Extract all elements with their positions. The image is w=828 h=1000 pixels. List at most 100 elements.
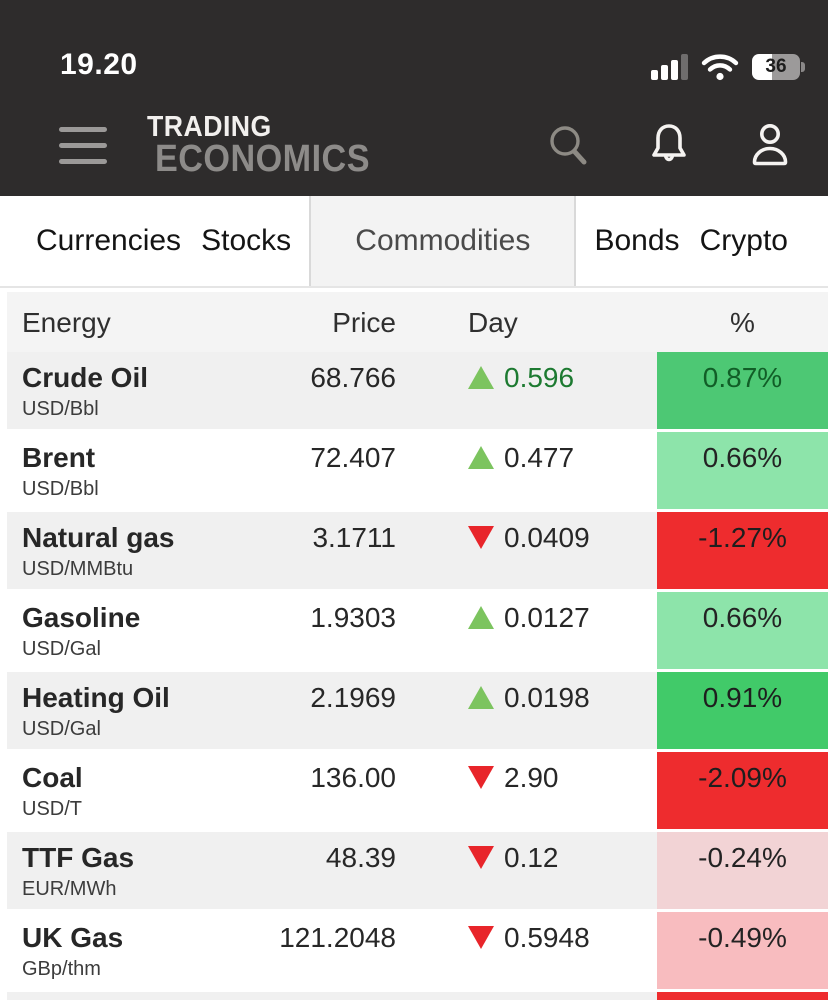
tab-currencies[interactable]: Currencies <box>36 224 182 257</box>
commodity-name-cell: UK Gas GBp/thm <box>7 912 252 989</box>
triangle-down-icon <box>468 926 494 949</box>
commodity-row[interactable]: TTF Gas EUR/MWh 48.39 0.12 -0.24% <box>7 832 828 909</box>
column-header-category[interactable]: Energy <box>22 307 111 338</box>
day-change-cell: 0.12 <box>412 832 657 909</box>
commodity-unit: GBp/thm <box>22 958 101 980</box>
brand-line2: ECONOMICS <box>155 137 370 180</box>
day-change-cell: 0.0127 <box>412 592 657 669</box>
price-cell: 121.2048 <box>279 922 396 953</box>
commodities-table: Energy Price Day % Crude Oil USD/Bbl 68.76… <box>7 288 828 1000</box>
price-cell: 72.407 <box>310 442 396 473</box>
tab-bonds[interactable]: Bonds <box>594 224 680 257</box>
commodity-unit: USD/Bbl <box>22 398 99 420</box>
table-header-row: Energy Price Day % <box>7 292 828 352</box>
day-change-cell: 2.90 <box>412 752 657 829</box>
clock-time: 19.20 <box>60 48 138 81</box>
status-bar: 19.20 36 <box>0 0 828 100</box>
commodity-row[interactable]: Brent USD/Bbl 72.407 0.477 0.66% <box>7 432 828 509</box>
column-header-day[interactable]: Day <box>468 307 518 338</box>
commodity-row[interactable]: Heating Oil USD/Gal 2.1969 0.0198 0.91% <box>7 672 828 749</box>
commodity-row[interactable]: Crude Oil USD/Bbl 68.766 0.596 0.87% <box>7 352 828 429</box>
commodity-unit: EUR/MWh <box>22 878 117 900</box>
day-change-value: 0.0409 <box>504 522 590 553</box>
triangle-up-icon <box>468 686 494 709</box>
commodity-name: Coal <box>22 762 83 793</box>
menu-icon[interactable] <box>59 126 107 164</box>
commodity-name: Heating Oil <box>22 682 170 713</box>
day-change-cell: 0.0198 <box>412 672 657 749</box>
cellular-signal-icon <box>651 54 688 80</box>
percent-change-cell: 0.66% <box>657 592 828 669</box>
partial-next-row <box>7 992 828 1000</box>
commodity-name-cell: Heating Oil USD/Gal <box>7 672 252 749</box>
status-icons: 36 <box>651 52 805 82</box>
commodity-name-cell: Natural gas USD/MMBtu <box>7 512 252 589</box>
commodity-name: Gasoline <box>22 602 141 633</box>
triangle-up-icon <box>468 366 494 389</box>
percent-change-cell: -0.24% <box>657 832 828 909</box>
day-change-cell: 0.5948 <box>412 912 657 989</box>
commodity-row[interactable]: UK Gas GBp/thm 121.2048 0.5948 -0.49% <box>7 912 828 989</box>
percent-change-cell: -1.27% <box>657 512 828 589</box>
day-change-value: 0.596 <box>504 362 575 393</box>
battery-percent: 36 <box>765 56 787 77</box>
triangle-down-icon <box>468 846 494 869</box>
price-cell: 48.39 <box>325 842 396 873</box>
commodity-name-cell: Brent USD/Bbl <box>7 432 252 509</box>
commodity-name-cell: Gasoline USD/Gal <box>7 592 252 669</box>
commodity-row[interactable]: Gasoline USD/Gal 1.9303 0.0127 0.66% <box>7 592 828 669</box>
brand-logo[interactable]: TRADING ECONOMICS <box>147 110 394 180</box>
price-cell: 3.1711 <box>312 522 396 553</box>
commodity-name: TTF Gas <box>22 842 135 873</box>
commodity-row[interactable]: Coal USD/T 136.00 2.90 -2.09% <box>7 752 828 829</box>
day-change-cell: 0.477 <box>412 432 657 509</box>
day-change-value: 0.477 <box>504 442 575 473</box>
triangle-up-icon <box>468 606 494 629</box>
commodity-unit: USD/Bbl <box>22 478 99 500</box>
commodity-unit: USD/T <box>22 798 82 820</box>
day-change-value: 0.5948 <box>504 922 590 953</box>
tab-commodities[interactable]: Commodities <box>309 196 577 286</box>
partial-percent-cell <box>657 992 828 1000</box>
commodity-name-cell: Coal USD/T <box>7 752 252 829</box>
percent-change-cell: -2.09% <box>657 752 828 829</box>
day-change-value: 0.0198 <box>504 682 590 713</box>
price-cell: 68.766 <box>310 362 396 393</box>
wifi-icon <box>701 54 739 81</box>
column-header-percent[interactable]: % <box>730 307 755 338</box>
price-cell: 2.1969 <box>310 682 396 713</box>
triangle-down-icon <box>468 526 494 549</box>
percent-change-cell: 0.66% <box>657 432 828 509</box>
day-change-cell: 0.0409 <box>412 512 657 589</box>
commodity-name-cell: TTF Gas EUR/MWh <box>7 832 252 909</box>
commodity-name: Natural gas <box>22 522 175 553</box>
percent-change-cell: 0.91% <box>657 672 828 749</box>
search-icon[interactable] <box>546 122 590 168</box>
percent-change-cell: -0.49% <box>657 912 828 989</box>
tab-crypto[interactable]: Crypto <box>699 224 788 257</box>
bell-icon[interactable] <box>648 121 690 169</box>
account-icon[interactable] <box>748 121 792 169</box>
day-change-value: 0.0127 <box>504 602 590 633</box>
tab-stocks[interactable]: Stocks <box>201 224 292 257</box>
commodity-unit: USD/Gal <box>22 718 101 740</box>
commodity-rows: Crude Oil USD/Bbl 68.766 0.596 0.87% Brent USD… <box>7 352 828 1000</box>
percent-change-cell: 0.87% <box>657 352 828 429</box>
category-tabbar: Currencies Stocks Commodities Bonds Crypto <box>0 196 828 288</box>
day-change-value: 2.90 <box>504 762 559 793</box>
column-header-price[interactable]: Price <box>332 307 396 338</box>
commodity-name: Crude Oil <box>22 362 149 393</box>
day-change-value: 0.12 <box>504 842 559 873</box>
triangle-up-icon <box>468 446 494 469</box>
app-header: TRADING ECONOMICS <box>0 100 828 196</box>
battery-icon: 36 <box>752 54 805 80</box>
price-cell: 1.9303 <box>310 602 396 633</box>
commodity-name: UK Gas <box>22 922 124 953</box>
commodity-row[interactable]: Natural gas USD/MMBtu 3.1711 0.0409 -1.27% <box>7 512 828 589</box>
brand-line1: TRADING <box>147 110 272 143</box>
price-cell: 136.00 <box>310 762 396 793</box>
commodity-name-cell: Crude Oil USD/Bbl <box>7 352 252 429</box>
commodity-unit: USD/MMBtu <box>22 558 134 580</box>
commodity-unit: USD/Gal <box>22 638 101 660</box>
